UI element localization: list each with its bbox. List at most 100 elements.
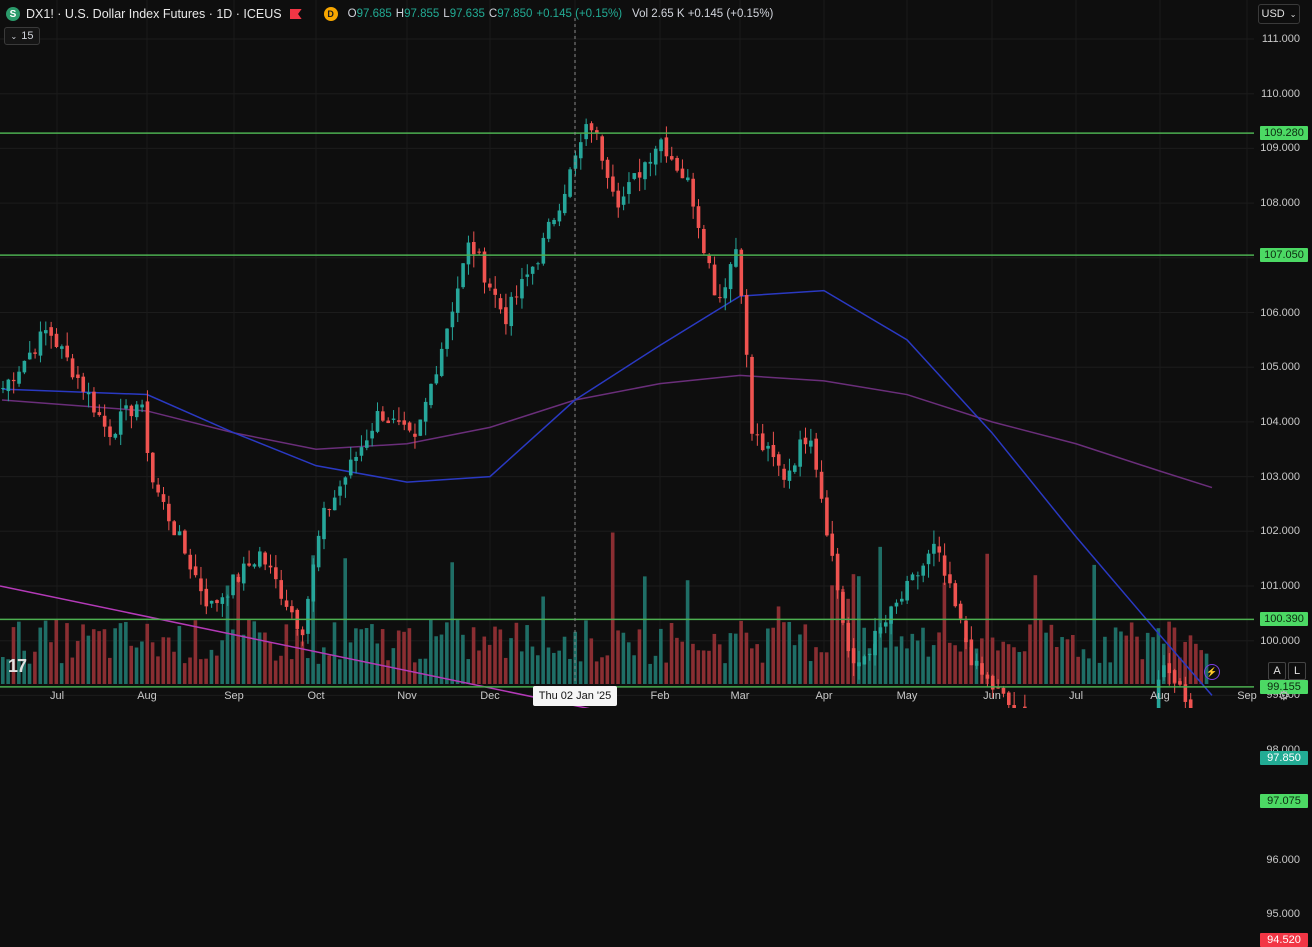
volume-bar bbox=[482, 636, 487, 684]
volume-bar bbox=[1054, 647, 1059, 684]
candle-body bbox=[54, 333, 59, 347]
candle-body bbox=[33, 352, 37, 354]
volume-bar bbox=[1108, 662, 1113, 684]
volume-bar bbox=[434, 636, 438, 684]
volume-bar bbox=[926, 656, 931, 684]
candle-body bbox=[44, 330, 48, 334]
volume-bar bbox=[653, 655, 658, 684]
bolt-icon[interactable]: ⚡ bbox=[1204, 664, 1220, 680]
candle-body bbox=[22, 360, 27, 373]
volume-bar bbox=[343, 558, 347, 684]
level-price-badge: 107.050 bbox=[1260, 248, 1308, 263]
volume-bar bbox=[509, 638, 513, 684]
volume-bar bbox=[503, 657, 508, 684]
candle-body bbox=[621, 196, 626, 205]
candle-body bbox=[760, 433, 765, 451]
candle-body bbox=[477, 251, 481, 253]
volume-bar bbox=[493, 626, 497, 684]
volume-bar bbox=[209, 649, 214, 684]
volume-bar bbox=[129, 645, 133, 684]
interval-button[interactable]: ⌄ 15 bbox=[4, 27, 40, 45]
volume-bar bbox=[33, 651, 37, 684]
candle-body bbox=[637, 172, 642, 178]
log-scale-button[interactable]: L bbox=[1288, 662, 1306, 680]
symbol-logo[interactable]: S bbox=[6, 7, 20, 21]
price-chart[interactable] bbox=[0, 0, 1312, 708]
volume-bar bbox=[643, 576, 647, 684]
candle-body bbox=[932, 543, 936, 554]
candle-body bbox=[600, 136, 604, 161]
volume-bar bbox=[145, 623, 150, 684]
volume-bar bbox=[819, 652, 824, 684]
candle-body bbox=[70, 358, 75, 378]
volume-bar bbox=[1156, 628, 1161, 684]
price-tick-label: 96.000 bbox=[1266, 853, 1300, 866]
candle-body bbox=[557, 210, 562, 222]
currency-select[interactable]: USD ⌄ bbox=[1258, 4, 1300, 24]
candle-body bbox=[455, 288, 460, 313]
volume-bar bbox=[284, 624, 289, 684]
volume-bar bbox=[1172, 627, 1177, 684]
trendline[interactable] bbox=[0, 585, 1183, 708]
candle-body bbox=[734, 249, 738, 267]
volume-bar bbox=[760, 662, 765, 684]
ma-slow-line bbox=[1, 374, 1213, 489]
volume-bar bbox=[808, 661, 813, 684]
volume-bar bbox=[86, 635, 91, 684]
candle-body bbox=[1156, 679, 1161, 708]
volume-label: Vol 2.65 K +0.145 (+0.15%) bbox=[632, 8, 774, 20]
volume-bar bbox=[1012, 647, 1016, 684]
level-price-badge: 100.390 bbox=[1260, 612, 1308, 627]
volume-bar bbox=[364, 628, 369, 684]
tradingview-logo[interactable]: 17 bbox=[8, 656, 27, 676]
volume-bar bbox=[1060, 637, 1064, 684]
candle-body bbox=[386, 420, 390, 424]
candle-body bbox=[798, 439, 802, 467]
volume-bar bbox=[75, 640, 80, 684]
flag-icon[interactable] bbox=[289, 9, 302, 19]
candle-body bbox=[696, 206, 701, 228]
candle-body bbox=[65, 345, 69, 358]
candle-body bbox=[835, 553, 840, 591]
volume-bar bbox=[744, 632, 749, 684]
candle-body bbox=[348, 459, 353, 476]
volume-bar bbox=[1167, 621, 1171, 684]
volume-bar bbox=[338, 659, 342, 684]
price-tick-label: 101.000 bbox=[1260, 580, 1300, 592]
candle-body bbox=[49, 327, 53, 336]
candles bbox=[1, 118, 1193, 708]
volume-bar bbox=[370, 624, 374, 684]
price-tick-label: 105.000 bbox=[1260, 361, 1300, 374]
candle-body bbox=[520, 279, 524, 299]
auto-scale-button[interactable]: A bbox=[1268, 662, 1286, 680]
gear-icon[interactable]: ⚙ bbox=[1278, 688, 1290, 703]
price-tick-label: 102.000 bbox=[1260, 525, 1300, 538]
candle-body bbox=[1007, 692, 1011, 705]
candle-body bbox=[691, 178, 695, 207]
candle-body bbox=[407, 422, 412, 431]
dividend-badge[interactable]: D bbox=[323, 7, 338, 21]
volume-bar bbox=[305, 658, 310, 684]
volume-bar bbox=[953, 645, 957, 684]
volume-bar bbox=[1, 657, 5, 684]
candle-body bbox=[1, 387, 5, 389]
candle-body bbox=[472, 242, 476, 255]
volume-bar bbox=[685, 580, 690, 684]
candle-body bbox=[391, 418, 396, 420]
candle-body bbox=[878, 627, 883, 634]
symbol-title[interactable]: DX1! · U.S. Dollar Index Futures · 1D · … bbox=[26, 7, 282, 21]
candle-body bbox=[589, 123, 594, 131]
volume-bar bbox=[332, 622, 337, 684]
candle-body bbox=[306, 598, 310, 634]
volume-bar bbox=[707, 650, 711, 684]
price-tick-label: 106.000 bbox=[1260, 306, 1300, 319]
volume-bar bbox=[659, 628, 663, 684]
volume-bar bbox=[461, 634, 465, 684]
candle-body bbox=[118, 411, 123, 435]
candle-body bbox=[948, 574, 952, 584]
ma-fast-line bbox=[1, 289, 1213, 696]
volume-bar bbox=[38, 627, 43, 684]
volume-bar bbox=[626, 642, 631, 684]
candle-body bbox=[910, 574, 915, 581]
volume-bar bbox=[1017, 652, 1022, 684]
